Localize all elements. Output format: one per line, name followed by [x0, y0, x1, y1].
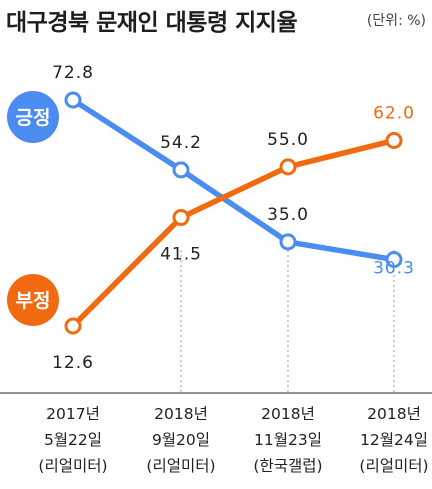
data-label-negative-3: 62.0	[373, 104, 415, 124]
x-tick-label-1-2: (리얼미터)	[146, 457, 215, 475]
data-label-positive-3: 30.3	[373, 259, 415, 279]
x-tick-label-3-1: 12월24일	[360, 431, 428, 449]
legend-label-positive: 긍정	[16, 107, 51, 129]
legend-label-negative: 부정	[16, 290, 51, 312]
x-tick-label-2-1: 11월23일	[254, 431, 322, 449]
data-point-negative-3	[385, 132, 403, 150]
data-label-positive-0: 72.8	[52, 63, 94, 83]
data-label-negative-1: 41.5	[160, 245, 202, 265]
x-tick-label-1-0: 2018년	[154, 405, 208, 423]
data-point-negative-2	[279, 158, 297, 176]
unit-label: (단위: %)	[366, 13, 426, 29]
legend-badge-negative	[7, 274, 59, 326]
x-tick-label-3-0: 2018년	[367, 405, 421, 423]
data-label-positive-1: 54.2	[160, 133, 202, 153]
series-line-positive	[70, 97, 397, 263]
data-point-negative-0	[64, 317, 82, 335]
chart-title: 대구경북 문재인 대통령 지지율	[6, 10, 298, 36]
data-point-positive-0	[64, 91, 82, 109]
x-tick-label-0-1: 5월22일	[44, 431, 102, 449]
data-point-positive-3	[385, 251, 403, 269]
x-tick-label-0-2: (리얼미터)	[38, 457, 107, 475]
data-point-negative-1	[172, 209, 190, 227]
data-point-positive-1	[172, 161, 190, 179]
data-label-positive-2: 35.0	[267, 205, 309, 225]
data-label-negative-2: 55.0	[267, 130, 309, 150]
series-line-negative	[70, 137, 397, 329]
data-label-negative-0: 12.6	[52, 353, 94, 373]
legend-badge-positive	[7, 91, 59, 143]
x-tick-label-1-1: 9월20일	[152, 431, 210, 449]
x-tick-label-2-2: (한국갤럽)	[253, 457, 322, 475]
x-tick-label-2-0: 2018년	[261, 405, 315, 423]
data-point-positive-2	[279, 233, 297, 251]
x-tick-label-0-0: 2017년	[46, 405, 100, 423]
x-tick-label-3-2: (리얼미터)	[359, 457, 428, 475]
